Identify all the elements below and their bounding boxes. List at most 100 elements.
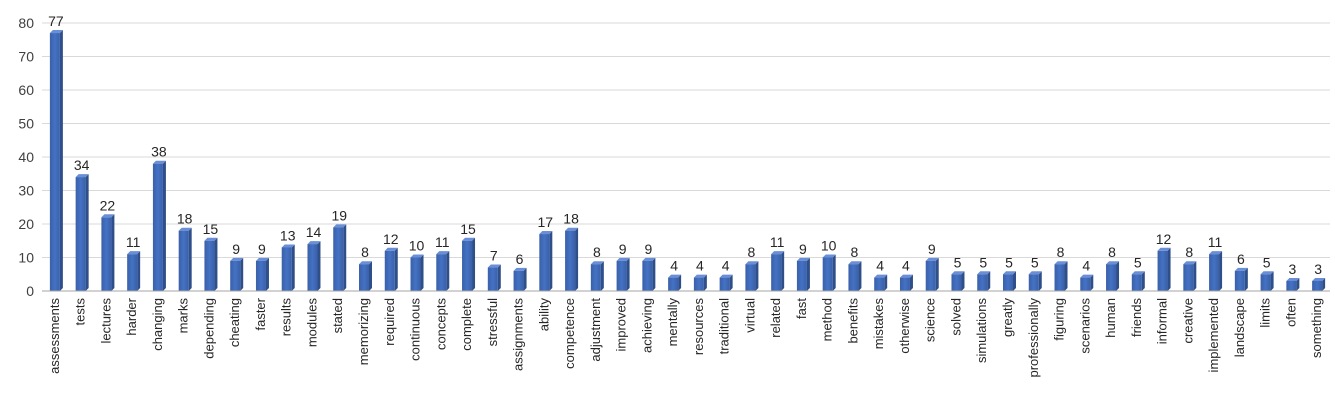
bar-front — [1054, 264, 1065, 291]
bar-top — [75, 174, 89, 178]
bar-front — [1260, 274, 1271, 291]
bar-front — [436, 254, 447, 291]
category-label: assignments — [511, 298, 526, 371]
category-label: science — [923, 298, 938, 342]
gridlines — [42, 22, 1330, 292]
data-label: 22 — [100, 197, 116, 213]
data-label: 11 — [770, 234, 785, 250]
x-axis-labels: assessments tests lectures harder changing ma… — [47, 297, 1324, 377]
bar-front — [281, 247, 292, 291]
data-label: 8 — [748, 244, 756, 260]
bar-side — [909, 274, 913, 291]
bar-side — [1141, 271, 1145, 291]
data-label: 5 — [1134, 254, 1142, 270]
y-axis-ticks: 0 10 20 30 40 50 60 70 80 — [18, 15, 34, 299]
bar — [925, 257, 939, 291]
bar-front — [874, 277, 885, 291]
bar-top — [307, 241, 321, 245]
bar-front — [745, 264, 756, 291]
bar-front — [616, 260, 627, 291]
data-label: 4 — [696, 258, 704, 274]
bar-side — [832, 254, 836, 291]
data-label: 13 — [280, 227, 296, 243]
bar-top — [333, 224, 347, 228]
bar-side — [420, 254, 424, 291]
bar — [178, 227, 192, 291]
bar-top — [1312, 277, 1326, 281]
category-label: landscape — [1232, 298, 1247, 357]
bar-side — [961, 271, 965, 291]
bar-side — [1167, 247, 1171, 291]
bar-top — [745, 261, 759, 265]
bar — [1183, 261, 1197, 291]
bar-top — [101, 214, 115, 218]
bar-side — [162, 160, 166, 291]
y-tick-label: 70 — [18, 49, 34, 65]
bar-side — [678, 274, 682, 291]
bar — [796, 257, 810, 291]
category-label: adjustment — [588, 298, 603, 362]
bar-top — [848, 261, 862, 265]
bar-front — [771, 254, 782, 291]
bar-side — [291, 244, 295, 291]
bar-top — [925, 257, 939, 261]
data-label: 12 — [1156, 231, 1172, 247]
y-tick-label: 60 — [18, 82, 34, 98]
data-label: 10 — [821, 238, 837, 254]
data-label: 11 — [435, 234, 450, 250]
bar-front — [101, 217, 112, 291]
bar — [1106, 261, 1120, 291]
bar-front — [822, 257, 833, 291]
bar-front — [333, 227, 344, 291]
bar-side — [240, 257, 244, 291]
category-label: complete — [459, 298, 474, 351]
category-label: lectures — [98, 298, 113, 344]
bar-top — [1157, 247, 1171, 251]
bar-top — [1209, 251, 1223, 255]
data-label: 4 — [876, 258, 884, 274]
y-tick-label: 0 — [26, 283, 34, 299]
category-label: mistakes — [871, 298, 886, 350]
bar-top — [1183, 261, 1197, 265]
bar — [590, 261, 604, 291]
bar-front — [539, 234, 550, 291]
bar-top — [1054, 261, 1068, 265]
bar-top — [127, 251, 141, 255]
bar-side — [1038, 271, 1042, 291]
bar — [1003, 271, 1016, 291]
bar-side — [1116, 261, 1120, 291]
bar-front — [668, 277, 679, 291]
bar-front — [1106, 264, 1117, 291]
bar-front — [513, 270, 524, 291]
category-label: tests — [73, 298, 88, 326]
bar — [977, 271, 991, 291]
bar-front — [384, 250, 395, 291]
bar-side — [446, 251, 450, 291]
data-label: 5 — [954, 254, 962, 270]
data-label: 4 — [722, 258, 730, 274]
bar-front — [178, 230, 189, 291]
data-label: 8 — [1057, 244, 1065, 260]
bar — [1157, 247, 1171, 291]
bar-front — [1131, 274, 1142, 291]
bar-side — [1090, 274, 1094, 291]
data-label: 8 — [593, 244, 601, 260]
bar-side — [1244, 267, 1248, 291]
data-label: 14 — [306, 224, 322, 240]
bar — [822, 254, 836, 291]
bar-front — [1157, 250, 1168, 291]
bar-front — [359, 264, 369, 291]
category-label: stressful — [485, 298, 500, 347]
bar-front — [127, 254, 138, 291]
bar-side — [137, 251, 141, 291]
bar-top — [616, 257, 630, 261]
data-label: 9 — [799, 241, 807, 257]
bar-top — [1080, 274, 1094, 278]
category-label: results — [279, 298, 294, 337]
category-label: human — [1103, 298, 1118, 338]
bar — [487, 264, 501, 291]
bar-top — [255, 257, 269, 261]
bar-side — [188, 227, 192, 291]
